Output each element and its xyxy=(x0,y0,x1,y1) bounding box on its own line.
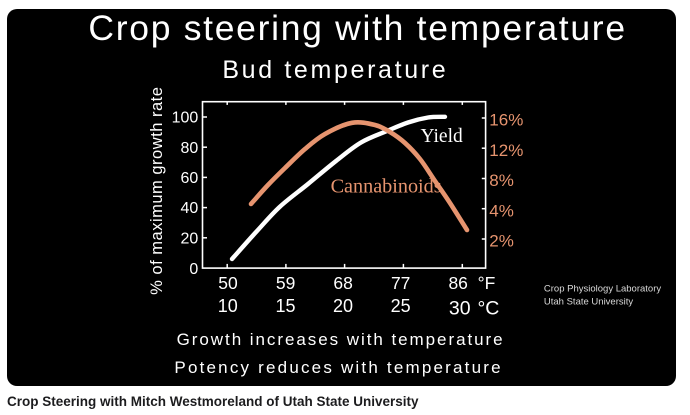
svg-text:15: 15 xyxy=(275,296,295,316)
svg-text:25: 25 xyxy=(391,296,411,316)
svg-text:Bud temperature: Bud temperature xyxy=(222,56,448,84)
svg-text:50: 50 xyxy=(218,273,238,293)
svg-text:10: 10 xyxy=(218,296,238,316)
svg-text:2%: 2% xyxy=(489,232,514,251)
svg-text:59: 59 xyxy=(276,273,295,293)
svg-text:% of maximum growth rate: % of maximum growth rate xyxy=(148,87,166,295)
svg-text:16%: 16% xyxy=(489,111,523,130)
svg-text:Cannabinoids: Cannabinoids xyxy=(331,176,442,198)
svg-text:Yield: Yield xyxy=(421,126,463,147)
svg-text:8%: 8% xyxy=(489,171,514,190)
svg-text:40: 40 xyxy=(181,200,199,217)
svg-text:80: 80 xyxy=(181,140,199,157)
svg-text:100: 100 xyxy=(172,110,199,127)
svg-text:Crop Physiology Laboratory: Crop Physiology Laboratory xyxy=(544,284,661,295)
svg-text:30: 30 xyxy=(449,298,471,320)
svg-text:60: 60 xyxy=(181,170,199,187)
svg-text:77: 77 xyxy=(391,273,410,293)
svg-text:12%: 12% xyxy=(489,141,523,160)
svg-text:20: 20 xyxy=(333,296,353,316)
svg-text:20: 20 xyxy=(181,231,199,248)
svg-text:Potency reduces with temperatu: Potency reduces with temperature xyxy=(174,358,502,377)
svg-text:4%: 4% xyxy=(489,201,514,220)
svg-text:°F: °F xyxy=(478,273,496,293)
svg-text:°C: °C xyxy=(478,297,500,319)
svg-text:68: 68 xyxy=(333,273,352,293)
svg-text:0: 0 xyxy=(189,261,198,278)
svg-text:86: 86 xyxy=(448,273,467,293)
svg-text:Utah State University: Utah State University xyxy=(544,297,633,308)
svg-text:Crop steering with temperature: Crop steering with temperature xyxy=(88,8,626,48)
svg-text:Growth increases with temperat: Growth increases with temperature xyxy=(177,330,505,349)
